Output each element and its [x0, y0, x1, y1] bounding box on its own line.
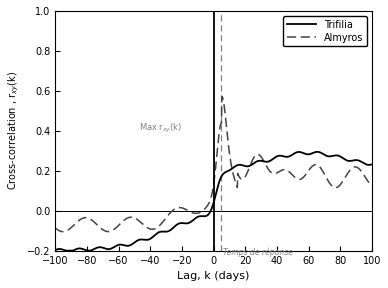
Trifilia [315, 150, 320, 154]
Almyros [96, 224, 101, 228]
Trifilia [100, 246, 104, 249]
Line: Trifilia: Trifilia [55, 152, 372, 251]
Line: Almyros: Almyros [55, 97, 372, 232]
Legend: Trifilia, Almyros: Trifilia, Almyros [283, 16, 367, 46]
X-axis label: Lag, k (days): Lag, k (days) [177, 271, 250, 281]
Trifilia [254, 160, 258, 164]
Y-axis label: Cross-correlation , r$_{xy}$(k): Cross-correlation , r$_{xy}$(k) [7, 71, 21, 190]
Trifilia [96, 246, 101, 249]
Text: Max r$_{xy}$(k): Max r$_{xy}$(k) [139, 122, 182, 135]
Trifilia [63, 249, 68, 252]
Trifilia [197, 215, 202, 218]
Almyros [100, 228, 104, 231]
Almyros [254, 153, 259, 156]
Trifilia [53, 248, 57, 252]
Trifilia [367, 163, 372, 166]
Text: Temps de réponse: Temps de réponse [223, 248, 293, 257]
Almyros [369, 184, 374, 187]
Almyros [61, 230, 66, 233]
Almyros [53, 226, 57, 230]
Trifilia [369, 163, 374, 166]
Almyros [197, 211, 202, 214]
Almyros [220, 95, 224, 98]
Almyros [137, 219, 142, 223]
Trifilia [137, 238, 142, 242]
Almyros [367, 182, 372, 185]
